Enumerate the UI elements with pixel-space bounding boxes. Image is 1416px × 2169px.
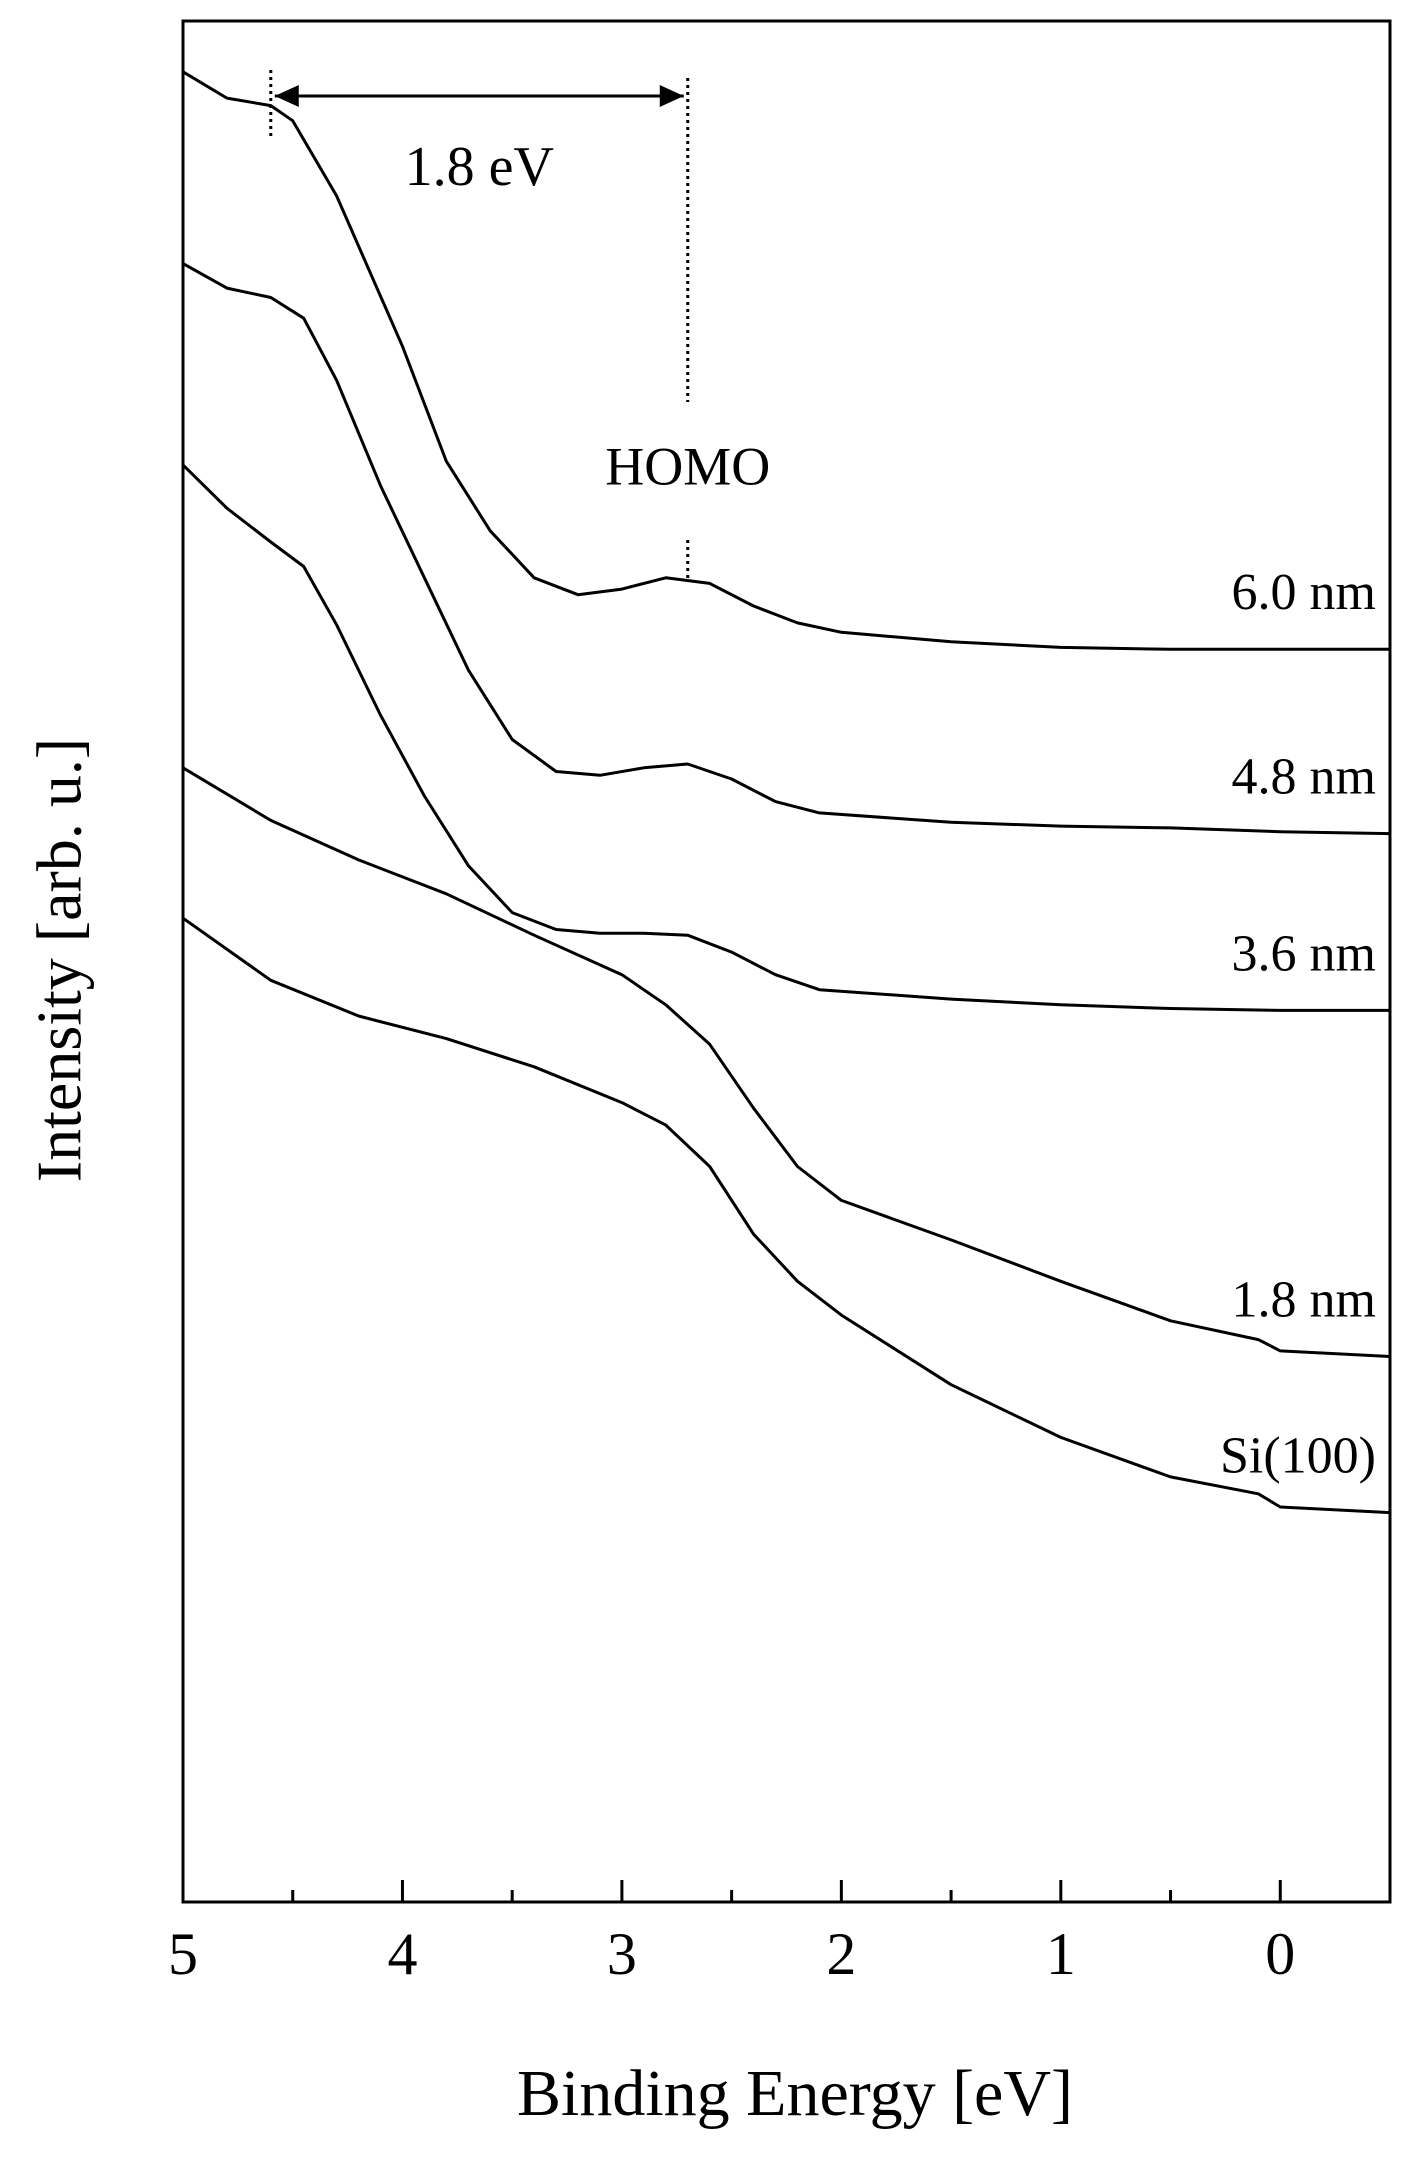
spectrum-line [181, 463, 1390, 1012]
curve-label: 4.8 nm [1232, 749, 1376, 806]
spectrum-line [182, 262, 1391, 836]
spectrum-line [182, 70, 1390, 651]
spectrum-line [182, 916, 1391, 1515]
x-tick-label: 4 [387, 1921, 417, 1987]
plot-frame [181, 19, 1392, 1904]
x-tick-label: 5 [168, 1921, 198, 1987]
arrow-head-right [659, 85, 684, 107]
arrow-head-left [274, 85, 299, 107]
x-axis-label: Binding Energy [eV] [517, 2057, 1073, 2130]
curve-label: Si(100) [1220, 1428, 1376, 1485]
spectrum-line [182, 766, 1391, 1358]
curve-label: 6.0 nm [1232, 564, 1376, 621]
homo-label: HOMO [605, 436, 770, 496]
y-axis-label: Intensity [arb. u.] [24, 738, 95, 1182]
curve-label: 3.6 nm [1232, 925, 1376, 982]
curve-label: 1.8 nm [1232, 1271, 1376, 1328]
x-tick-label: 3 [607, 1921, 637, 1987]
x-tick-label: 1 [1046, 1921, 1076, 1987]
x-tick-label: 0 [1265, 1921, 1295, 1987]
x-tick-label: 2 [826, 1921, 856, 1987]
gap-label: 1.8 eV [405, 136, 554, 198]
